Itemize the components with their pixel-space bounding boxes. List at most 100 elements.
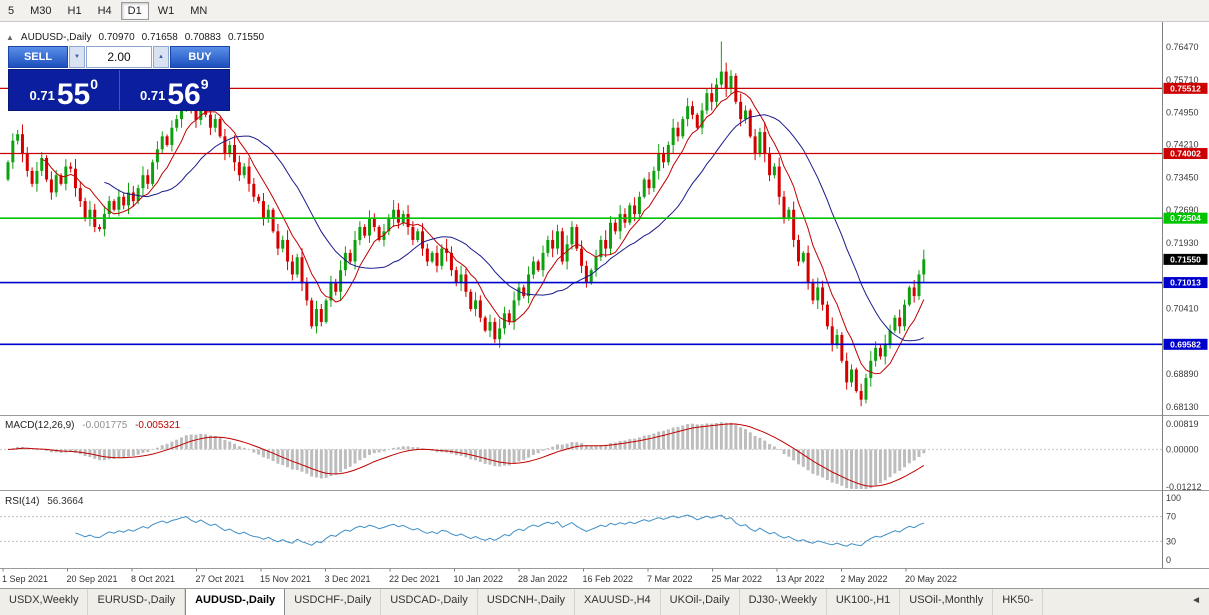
macd-histogram [11,422,926,489]
svg-text:3 Dec 2021: 3 Dec 2021 [325,574,371,584]
timeframe-button-m30[interactable]: M30 [30,4,52,17]
svg-text:15 Nov 2021: 15 Nov 2021 [260,574,311,584]
date-axis-labels: 1 Sep 2021 20 Sep 2021 8 Oct 2021 27 Oct 20… [2,568,957,584]
chart-tab-audusd-daily[interactable]: AUDUSD-,Daily [185,589,286,615]
timeframe-button-mn[interactable]: MN [190,4,208,17]
rsi-value: 56.3664 [47,496,84,507]
timeframe-button-w1[interactable]: W1 [157,4,175,17]
ohlc-low: 0.70883 [184,32,221,43]
collapse-panel-icon[interactable]: ▲ [6,33,14,42]
svg-text:0.00819: 0.00819 [1166,419,1199,429]
rsi-name: RSI(14) [5,496,40,507]
svg-text:0: 0 [1166,555,1171,565]
buy-price-big-digits: 56 [167,77,201,111]
svg-text:0.75710: 0.75710 [1166,75,1199,85]
svg-text:0.68890: 0.68890 [1166,369,1199,379]
svg-text:25 Mar 2022: 25 Mar 2022 [712,574,763,584]
rsi-line [75,514,924,547]
chart-tab-usdcnh-daily[interactable]: USDCNH-,Daily [478,589,576,615]
chart-tab-usdchf-daily[interactable]: USDCHF-,Daily [285,589,382,615]
chart-tab-hk50-[interactable]: HK50- [993,589,1044,615]
chart-tab-dj30-weekly[interactable]: DJ30-,Weekly [740,589,827,615]
macd-signal-value: -0.005321 [135,420,181,431]
chart-region: 0.76470 0.75710 0.74950 0.74210 0.73450 0.726… [0,22,1209,588]
svg-text:0.00000: 0.00000 [1166,444,1199,454]
svg-text:0.73450: 0.73450 [1166,172,1199,182]
sell-price-pipette: 0 [90,76,98,92]
svg-text:8 Oct 2021: 8 Oct 2021 [131,574,175,584]
price-chart[interactable]: 0.76470 0.75710 0.74950 0.74210 0.73450 0.726… [0,22,1209,588]
chart-tab-usoil-monthly[interactable]: USOil-,Monthly [900,589,994,615]
sell-button[interactable]: SELL [8,46,68,68]
chart-tabs-bar: USDX,Weekly EURUSD-,Daily AUDUSD-,Daily USD… [0,588,1209,615]
buy-price-prefix: 0.71 [140,88,166,103]
timeframe-button-5[interactable]: 5 [8,4,15,17]
macd-indicator-label: MACD(12,26,9) -0.001775 -0.005321 [5,420,180,431]
svg-text:0.74002: 0.74002 [1170,149,1201,159]
svg-text:2 May 2022: 2 May 2022 [841,574,888,584]
svg-text:0.72690: 0.72690 [1166,205,1199,215]
chart-tab-usdx-weekly[interactable]: USDX,Weekly [0,589,89,615]
chart-symbol-label: AUDUSD-,Daily [20,32,92,43]
chart-tab-eurusd-daily[interactable]: EURUSD-,Daily [88,589,186,615]
rsi-indicator-label: RSI(14) 56.3664 [5,496,83,507]
svg-text:20 Sep 2021: 20 Sep 2021 [67,574,118,584]
macd-name: MACD(12,26,9) [5,420,75,431]
sell-price-display[interactable]: 0.71 55 0 [9,70,119,110]
timeframe-button-d1[interactable]: D1 [120,1,149,20]
one-click-trade-panel: SELL ▼ ▲ BUY 0.71 55 0 0.71 56 9 [8,46,230,111]
svg-text:0.76470: 0.76470 [1166,42,1199,52]
ohlc-close: 0.71550 [227,32,265,43]
pane-separators [0,415,1209,569]
svg-text:20 May 2022: 20 May 2022 [905,574,957,584]
svg-text:30: 30 [1166,536,1176,546]
ohlc-high: 0.71658 [141,32,178,43]
svg-text:0.74210: 0.74210 [1166,140,1199,150]
svg-text:0.74950: 0.74950 [1166,108,1199,118]
ohlc-open: 0.70970 [98,32,135,43]
svg-text:0.68130: 0.68130 [1166,402,1199,412]
buy-price-pipette: 9 [200,76,209,92]
chart-tab-ukoil-daily[interactable]: UKOil-,Daily [661,589,740,615]
svg-text:0.71013: 0.71013 [1170,278,1201,288]
svg-text:0.69582: 0.69582 [1170,339,1201,349]
volume-input[interactable] [86,46,152,68]
ma-line-21 [104,114,925,342]
sell-price-big-digits: 55 [56,77,91,111]
svg-text:0.71930: 0.71930 [1166,238,1199,248]
chart-tab-uk100-h1[interactable]: UK100-,H1 [827,589,901,615]
volume-stepper-up-icon[interactable]: ▲ [153,46,169,68]
macd-value: -0.001775 [82,420,128,431]
svg-text:22 Dec 2021: 22 Dec 2021 [389,574,440,584]
svg-text:13 Apr 2022: 13 Apr 2022 [776,574,825,584]
timeframe-button-h4[interactable]: H4 [97,4,112,17]
tabs-scroll-left-icon[interactable]: ◄ [1191,595,1201,606]
svg-text:-0.01212: -0.01212 [1166,482,1202,492]
svg-text:1 Sep 2021: 1 Sep 2021 [2,574,48,584]
svg-text:0.75512: 0.75512 [1170,83,1201,93]
chart-tab-usdcad-daily[interactable]: USDCAD-,Daily [381,589,478,615]
price-axis-labels: 0.76470 0.75710 0.74950 0.74210 0.73450 0.726… [1166,42,1202,565]
svg-text:10 Jan 2022: 10 Jan 2022 [454,574,504,584]
svg-text:70: 70 [1166,512,1176,522]
svg-text:100: 100 [1166,493,1181,503]
svg-text:0.71550: 0.71550 [1170,254,1201,264]
chart-tab-xauusd-h4[interactable]: XAUUSD-,H4 [575,589,661,615]
volume-stepper-down-icon[interactable]: ▼ [69,46,85,68]
svg-text:28 Jan 2022: 28 Jan 2022 [518,574,568,584]
sell-price-prefix: 0.71 [29,88,55,103]
macd-signal-line [7,423,925,487]
svg-text:27 Oct 2021: 27 Oct 2021 [196,574,245,584]
svg-text:0.70410: 0.70410 [1166,304,1199,314]
price-axis-badges: 0.75512 0.74002 0.72504 0.71013 0.69582 0.715… [1163,82,1208,350]
chart-ohlc-header: ▲ AUDUSD-,Daily 0.70970 0.71658 0.70883 … [6,32,264,43]
timeframe-toolbar: 5 M30 H1 H4 D1 W1 MN [0,0,1209,22]
buy-price-display[interactable]: 0.71 56 9 [118,70,230,111]
svg-text:16 Feb 2022: 16 Feb 2022 [583,574,634,584]
timeframe-button-h1[interactable]: H1 [67,4,82,17]
buy-button[interactable]: BUY [170,46,230,68]
svg-text:0.72504: 0.72504 [1170,213,1201,223]
ma-line-8 [41,90,925,375]
candles-layer [6,41,926,407]
